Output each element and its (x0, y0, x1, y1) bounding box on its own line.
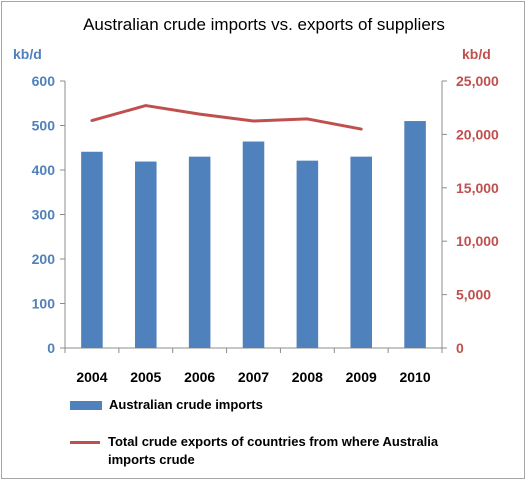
right-axis-tick-label: 0 (456, 340, 464, 356)
right-axis-tick-label: 10,000 (456, 233, 499, 249)
left-axis-tick-label: 100 (32, 296, 56, 312)
left-axis-tick-label: 500 (32, 118, 56, 134)
chart-title: Australian crude imports vs. exports of … (83, 15, 445, 34)
bar-imports (350, 156, 372, 348)
x-axis-tick-label: 2006 (184, 369, 215, 385)
x-axis-tick-label: 2005 (130, 369, 161, 385)
bar-imports (135, 161, 157, 348)
left-axis-tick-label: 0 (47, 340, 55, 356)
bar-imports (81, 151, 103, 348)
right-axis-tick-label: 25,000 (456, 73, 499, 89)
right-axis-unit: kb/d (462, 46, 491, 62)
bar-imports (242, 141, 265, 348)
legend-label-imports: Australian crude imports (109, 397, 263, 412)
right-axis-tick-label: 20,000 (456, 126, 499, 142)
x-axis-tick-label: 2010 (399, 369, 430, 385)
bar-imports (188, 156, 211, 348)
left-axis-tick-label: 600 (32, 73, 56, 89)
bar-imports (296, 160, 319, 348)
left-axis-tick-label: 300 (32, 207, 56, 223)
legend-item-imports: Australian crude imports (70, 396, 263, 414)
right-axis-tick-label: 5,000 (456, 287, 491, 303)
right-axis-tick-label: 15,000 (456, 180, 499, 196)
left-axis-unit: kb/d (13, 46, 42, 62)
x-axis-tick-label: 2007 (238, 369, 269, 385)
legend-swatch-exports (70, 441, 100, 444)
legend-item-exports: Total crude exports of countries from wh… (70, 433, 470, 469)
left-axis-tick-label: 200 (32, 251, 56, 267)
left-axis-tick-label: 400 (32, 162, 56, 178)
legend-swatch-imports (70, 401, 102, 410)
x-axis-tick-label: 2004 (76, 369, 107, 385)
x-axis-tick-label: 2009 (346, 369, 377, 385)
x-axis-tick-label: 2008 (292, 369, 323, 385)
legend-label-exports: Total crude exports of countries from wh… (108, 434, 439, 467)
bar-imports (404, 121, 426, 348)
line-exports (90, 104, 363, 131)
